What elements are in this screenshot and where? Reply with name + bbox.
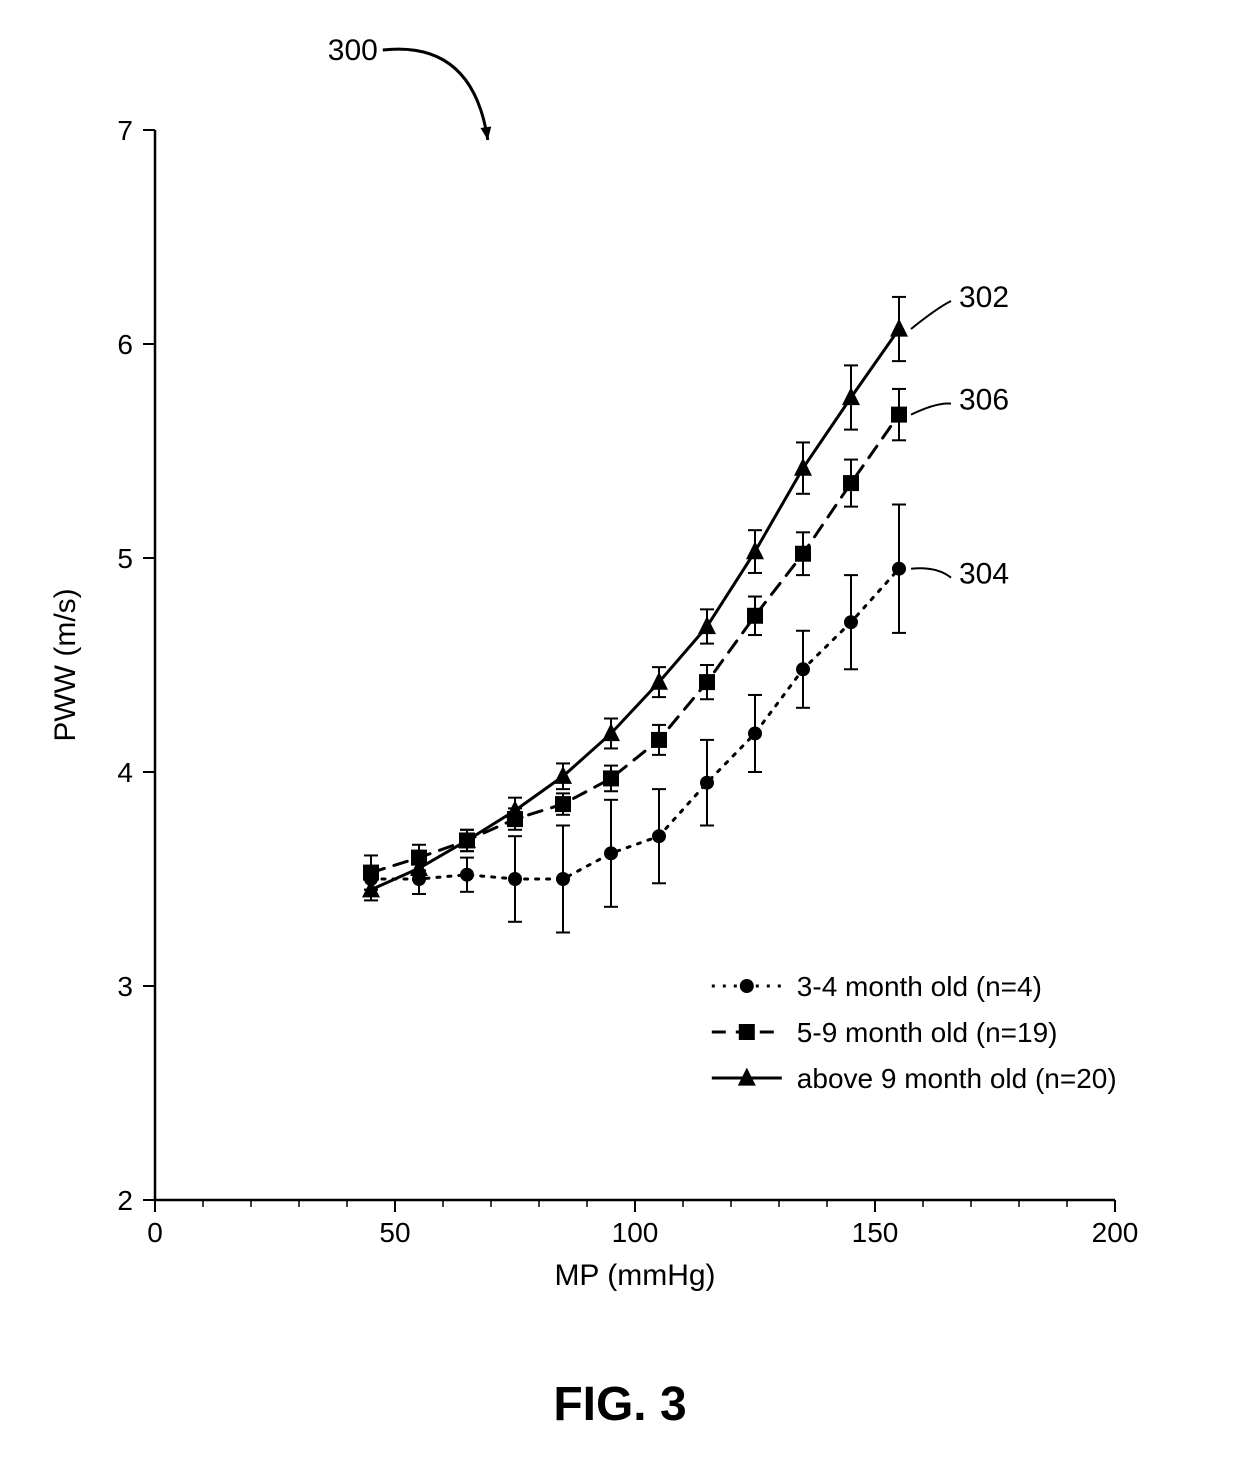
pwv-vs-mp-chart: 0 50 100 150 200 2 3 4 5 6 7 MP (mmHg) PWW (m/s) 302 3…	[0, 0, 1240, 1474]
y-tick-label: 7	[117, 115, 133, 146]
y-tick-label: 2	[117, 1185, 133, 1216]
series-callout: 302	[959, 281, 1009, 314]
x-tick-label: 0	[147, 1217, 163, 1248]
series-s304: 304	[364, 505, 1009, 933]
y-tick-label: 3	[117, 971, 133, 1002]
figure-number-callout: 300	[328, 34, 378, 67]
x-tick-label: 100	[612, 1217, 659, 1248]
x-tick-label: 200	[1092, 1217, 1139, 1248]
y-tick-label: 4	[117, 757, 133, 788]
x-tick-label: 50	[379, 1217, 410, 1248]
legend-label: 3-4 month old (n=4)	[797, 971, 1042, 1002]
series-s302: 302	[362, 281, 1009, 900]
x-tick-label: 150	[852, 1217, 899, 1248]
series-s306: 306	[363, 384, 1009, 890]
y-tick-label: 5	[117, 543, 133, 574]
arrow-icon	[383, 49, 488, 140]
y-axis-label: PWW (m/s)	[49, 588, 82, 741]
figure-caption: FIG. 3	[553, 1378, 686, 1431]
x-axis-label: MP (mmHg)	[554, 1259, 715, 1292]
legend: 3-4 month old (n=4) 5-9 month old (n=19) a…	[712, 971, 1117, 1094]
series-callout: 306	[959, 384, 1009, 417]
legend-label: above 9 month old (n=20)	[797, 1063, 1117, 1094]
legend-label: 5-9 month old (n=19)	[797, 1017, 1058, 1048]
y-tick-label: 6	[117, 329, 133, 360]
series-callout: 304	[959, 558, 1009, 591]
